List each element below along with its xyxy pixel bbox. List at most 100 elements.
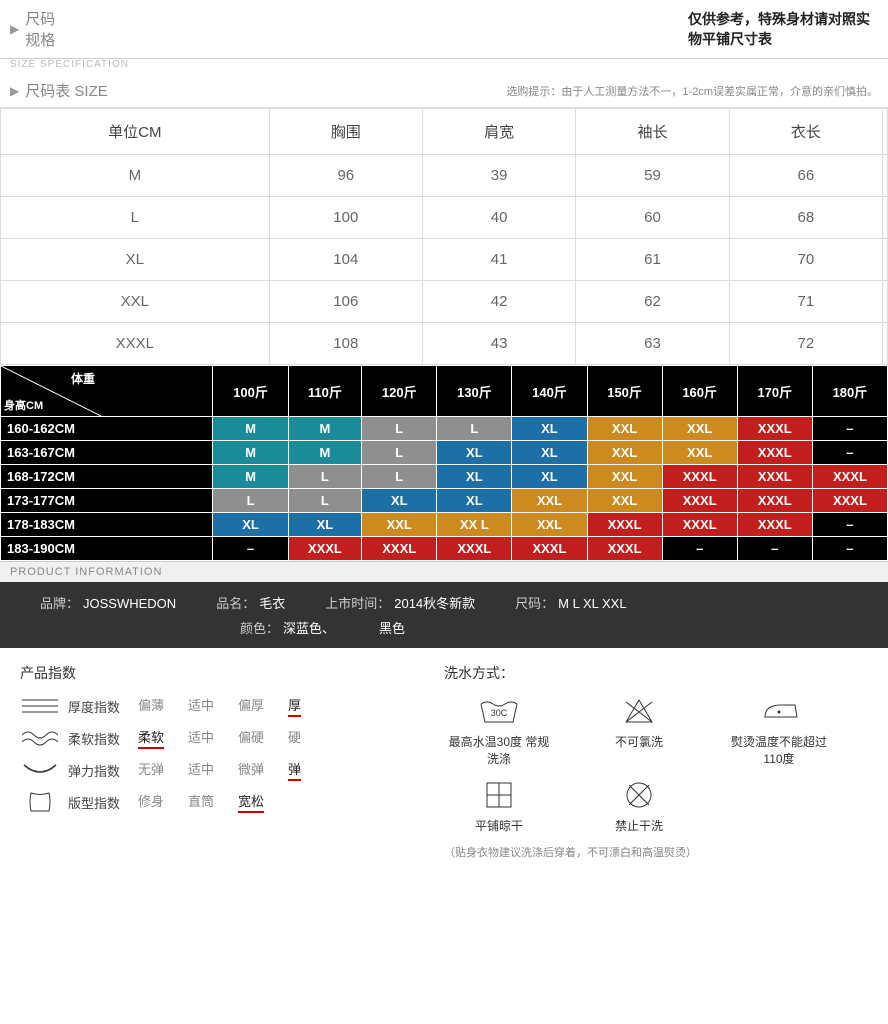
index-option: 柔软 (138, 727, 164, 749)
size-cell: 71 (729, 281, 882, 323)
fit-cell: M (213, 465, 288, 489)
index-option: 偏厚 (238, 695, 264, 717)
size-cell: 72 (729, 323, 882, 365)
fit-cell: M (213, 417, 288, 441)
index-option: 硬 (288, 727, 301, 749)
body-icon (20, 791, 60, 813)
product-info-item: 颜色：深蓝色、 (240, 618, 335, 637)
index-row: 弹力指数无弹适中微弹弹 (20, 759, 444, 781)
index-name: 柔软指数 (68, 729, 138, 748)
fit-cell: – (737, 537, 812, 561)
size-cell: 106 (269, 281, 422, 323)
product-info-header: PRODUCT INFORMATION (0, 561, 888, 582)
fit-cell: XXXL (587, 537, 662, 561)
fit-height-header: 178-183CM (1, 513, 213, 537)
size-cell: 39 (422, 155, 575, 197)
fit-cell: XXXL (662, 465, 737, 489)
index-title: 产品指数 (20, 663, 444, 683)
index-option: 偏薄 (138, 695, 164, 717)
wash-text: 最高水温30度 常规洗涤 (444, 733, 554, 767)
fit-cell: XL (362, 489, 437, 513)
size-cell: 41 (422, 239, 575, 281)
wash-text: 禁止干洗 (584, 817, 694, 834)
fit-cell: M (288, 417, 362, 441)
fit-cell: XXXL (662, 513, 737, 537)
flatdry-icon (444, 777, 554, 813)
fit-cell: M (288, 441, 362, 465)
fit-weight-header: 140斤 (512, 366, 587, 417)
fit-cell: – (812, 417, 887, 441)
wash-item: 禁止干洗 (584, 777, 694, 834)
spec-note: 仅供参考，特殊身材请对照实物平铺尺寸表 (688, 9, 878, 49)
product-info-item: 尺码：M L XL XXL (515, 593, 626, 612)
size-cell: 108 (269, 323, 422, 365)
fit-cell: XXXL (737, 417, 812, 441)
fit-cell: XXL (362, 513, 437, 537)
fit-cell: XXL (587, 489, 662, 513)
spec-header: ▶ 尺码规格 仅供参考，特殊身材请对照实物平铺尺寸表 (0, 0, 888, 59)
fit-cell: – (812, 441, 887, 465)
fit-height-header: 168-172CM (1, 465, 213, 489)
fit-cell: XXL (662, 417, 737, 441)
fit-cell: XX L (437, 513, 512, 537)
size-cell: XXL (1, 281, 270, 323)
fit-cell: XL (437, 465, 512, 489)
fit-cell: XL (213, 513, 288, 537)
wash-note: （贴身衣物建议洗涤后穿着，不可漂白和高温熨烫） (444, 844, 868, 860)
fit-weight-header: 100斤 (213, 366, 288, 417)
size-cell: L (1, 197, 270, 239)
fit-cell: L (362, 465, 437, 489)
fit-cell: XXL (512, 513, 587, 537)
fit-cell: XXXL (737, 465, 812, 489)
size-cell-pad (883, 323, 888, 365)
index-option: 微弹 (238, 759, 264, 781)
fit-cell: M (213, 441, 288, 465)
fit-cell: XXXL (362, 537, 437, 561)
product-info-item: 黑色 (375, 618, 405, 637)
size-cell: XXXL (1, 323, 270, 365)
fit-cell: XL (512, 441, 587, 465)
fit-height-header: 160-162CM (1, 417, 213, 441)
fit-weight-header: 130斤 (437, 366, 512, 417)
fit-weight-header: 110斤 (288, 366, 362, 417)
size-cell: 66 (729, 155, 882, 197)
size-cell: 96 (269, 155, 422, 197)
index-option: 弹 (288, 759, 301, 781)
fit-cell: L (362, 417, 437, 441)
fit-cell: – (812, 513, 887, 537)
triangle-icon: ▶ (10, 84, 19, 98)
product-info-item: 品名：毛衣 (216, 593, 285, 612)
fit-cell: XXL (587, 441, 662, 465)
spec-title-en: SIZE SPECIFICATION (0, 59, 888, 74)
fit-cell: XXL (587, 465, 662, 489)
fit-table: 体重身高CM100斤110斤120斤130斤140斤150斤160斤170斤18… (0, 365, 888, 561)
size-col-header: 袖长 (576, 109, 729, 155)
product-info-item: 品牌：JOSSWHEDON (40, 593, 176, 612)
index-option: 厚 (288, 695, 301, 717)
size-cell: 60 (576, 197, 729, 239)
fit-cell: XXXL (812, 489, 887, 513)
size-cell: 61 (576, 239, 729, 281)
fit-cell: XXL (587, 417, 662, 441)
fit-cell: XXXL (437, 537, 512, 561)
index-row: 版型指数修身直筒宽松 (20, 791, 444, 813)
index-name: 弹力指数 (68, 761, 138, 780)
size-cell: 104 (269, 239, 422, 281)
wave-icon (20, 727, 60, 749)
size-cell: 70 (729, 239, 882, 281)
fit-cell: XXL (662, 441, 737, 465)
product-index: 产品指数 厚度指数偏薄适中偏厚厚柔软指数柔软适中偏硬硬弹力指数无弹适中微弹弹版型… (20, 663, 444, 860)
iron-icon (724, 693, 834, 729)
index-option: 修身 (138, 791, 164, 813)
size-cell-pad (883, 239, 888, 281)
fit-diag-bot: 身高CM (4, 397, 43, 413)
wash-item: 30C最高水温30度 常规洗涤 (444, 693, 554, 767)
fit-cell: XL (288, 513, 362, 537)
fit-cell: XXXL (812, 465, 887, 489)
index-options: 柔软适中偏硬硬 (138, 727, 301, 749)
size-cell: M (1, 155, 270, 197)
lines-icon (20, 695, 60, 717)
fit-cell: L (362, 441, 437, 465)
size-cell: 43 (422, 323, 575, 365)
nobleach-icon (584, 693, 694, 729)
